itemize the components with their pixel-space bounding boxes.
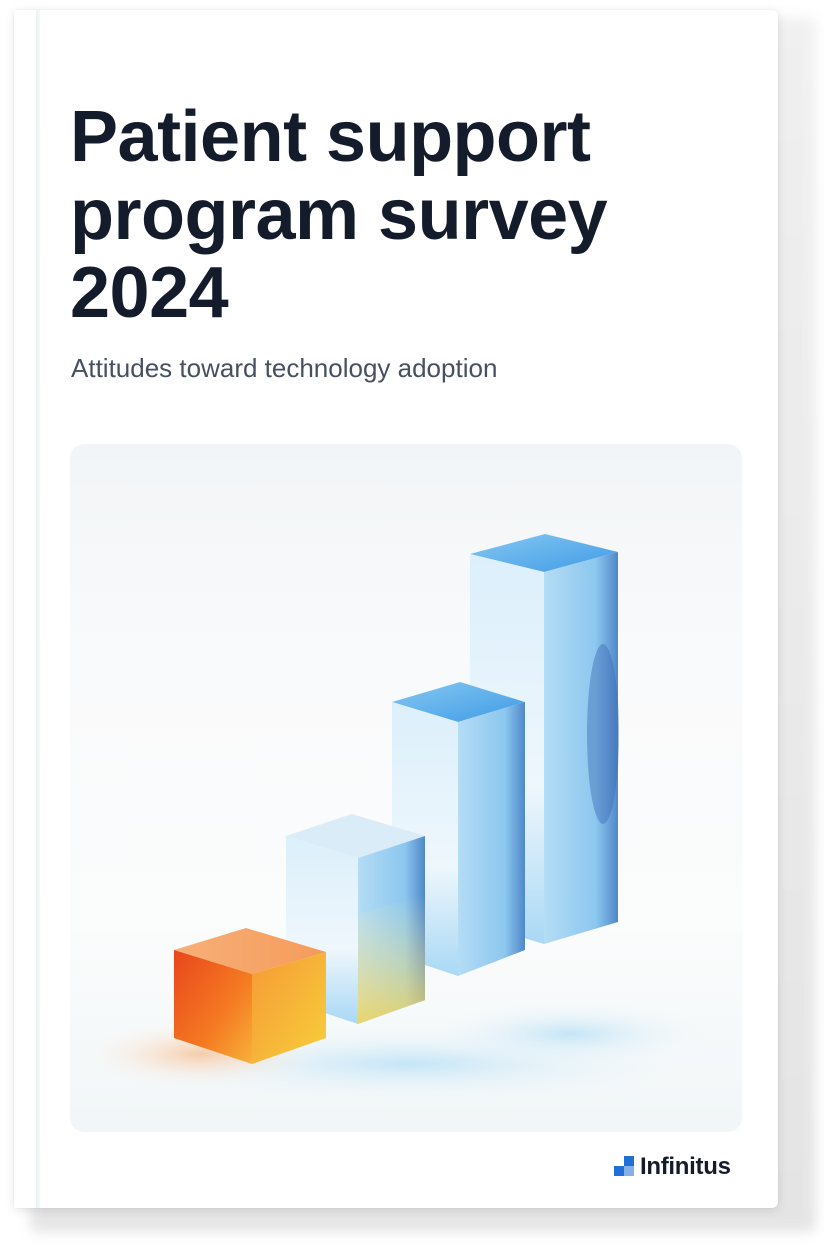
- book-spine: [36, 10, 40, 1208]
- cover-title: Patient support program survey 2024: [70, 98, 710, 332]
- book-cover: Patient support program survey 2024 Atti…: [14, 10, 778, 1208]
- bar-chart-illustration-svg: [80, 534, 720, 1104]
- brand-name: Infinitus: [640, 1153, 731, 1180]
- title-line: Patient support: [70, 97, 591, 177]
- bar-chart-illustration: [70, 444, 742, 1132]
- bar-1: [174, 928, 326, 1064]
- title-line: program survey: [70, 175, 608, 255]
- cover-subtitle: Attitudes toward technology adoption: [71, 353, 498, 383]
- right-floor-glow: [420, 1000, 720, 1068]
- infinitus-logo-icon: [614, 1156, 636, 1178]
- brand-logo: Infinitus: [614, 1152, 731, 1182]
- title-line: 2024: [70, 253, 229, 333]
